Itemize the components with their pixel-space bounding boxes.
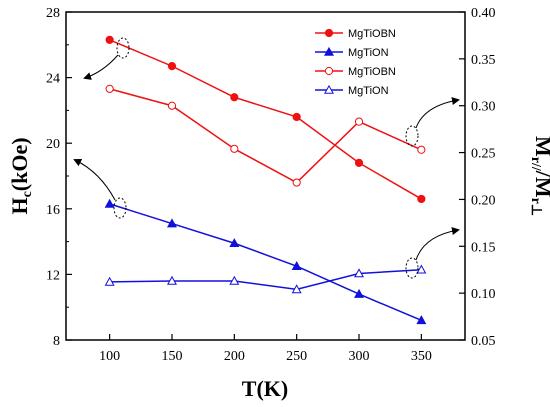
y-left-tick-label: 8 — [53, 334, 60, 349]
data-point — [167, 101, 177, 110]
legend-item: MgTiON — [315, 46, 389, 59]
legend-item: MgTiON — [315, 84, 389, 97]
x-axis-title: T(K) — [242, 376, 288, 401]
series-line — [109, 203, 422, 322]
legend-swatch-marker — [324, 28, 334, 38]
ticks: 100 150 200 250 300 350 8 12 16 20 24 28 0.05 0.10 0.1… — [46, 6, 496, 364]
plot-frame — [65, 11, 466, 341]
x-tick-label: 100 — [99, 349, 120, 364]
y-right-tick-label: 0.20 — [471, 193, 496, 208]
x-tick-label: 150 — [161, 349, 182, 364]
y-left-tick-label: 16 — [46, 203, 60, 218]
data-point — [229, 275, 240, 285]
annotation-ellipse-obn-left — [116, 37, 130, 59]
legend-swatch-marker — [324, 66, 334, 76]
annotation-ellipse-obn-right — [405, 125, 419, 147]
axis-annotations — [73, 37, 460, 279]
x-tick-label: 350 — [411, 349, 432, 364]
x-tick-label: 300 — [349, 349, 370, 364]
annotation-arrow-obn-right — [415, 97, 460, 129]
series-1 — [104, 198, 427, 325]
data-point — [105, 35, 114, 44]
legend: MgTiOBN MgTiON MgTiOBN MgTiON — [315, 28, 396, 97]
series-line — [109, 268, 422, 291]
annotation-arrow-obn-left — [83, 54, 119, 80]
y-axis-right-title: Mr///Mr⊥ — [528, 136, 550, 216]
y-right-tick-label: 0.35 — [471, 53, 496, 68]
data-point — [105, 84, 114, 93]
data-point — [416, 264, 427, 274]
legend-label: MgTiON — [348, 85, 389, 97]
legend-swatch-marker — [324, 46, 334, 56]
series-line — [109, 88, 422, 184]
x-tick-label: 200 — [224, 349, 245, 364]
series-line — [109, 39, 422, 200]
data-point — [167, 62, 177, 71]
annotation-arrow-on-left — [73, 158, 116, 201]
data-point — [354, 288, 365, 298]
annotation-arrow-on-right — [415, 227, 460, 261]
data-point — [292, 112, 301, 122]
series-3 — [104, 264, 427, 294]
data-point — [229, 238, 240, 248]
data-point — [417, 194, 426, 204]
data-point — [166, 218, 177, 228]
y-left-tick-label: 24 — [46, 72, 60, 87]
data-point — [354, 117, 364, 126]
x-tick-label: 250 — [286, 349, 307, 364]
y-left-tick-label: 12 — [46, 268, 60, 283]
legend-label: MgTiOBN — [348, 28, 396, 40]
data-point — [416, 315, 427, 325]
data-point — [104, 276, 115, 286]
y-axis-left-title: Hc(kOe) — [7, 137, 35, 214]
data-point — [166, 275, 177, 285]
data-point — [354, 158, 364, 167]
data-point — [104, 198, 115, 208]
legend-label: MgTiON — [348, 47, 389, 59]
y-right-tick-label: 0.40 — [471, 6, 496, 21]
series-0 — [105, 35, 426, 204]
y-right-tick-label: 0.05 — [471, 334, 496, 349]
y-left-tick-label: 20 — [46, 137, 60, 152]
annotation-ellipse-on-left — [113, 197, 127, 219]
legend-swatch-marker — [324, 84, 334, 94]
legend-item: MgTiOBN — [315, 66, 396, 78]
y-left-tick-label: 28 — [46, 6, 60, 21]
legend-item: MgTiOBN — [315, 28, 396, 40]
series-2 — [105, 84, 426, 187]
data-point — [230, 93, 239, 102]
annotation-ellipse-on-right — [405, 257, 419, 279]
data-point — [292, 178, 301, 187]
data-point — [230, 144, 239, 153]
data-point — [354, 268, 365, 278]
data-point — [417, 145, 426, 154]
data-point — [291, 284, 302, 294]
y-right-tick-label: 0.30 — [471, 100, 496, 115]
series-layer — [104, 35, 427, 325]
legend-label: MgTiOBN — [348, 66, 396, 78]
data-point — [291, 261, 302, 271]
y-right-tick-label: 0.10 — [471, 287, 496, 302]
y-right-tick-label: 0.25 — [471, 147, 496, 162]
y-right-tick-label: 0.15 — [471, 240, 496, 255]
